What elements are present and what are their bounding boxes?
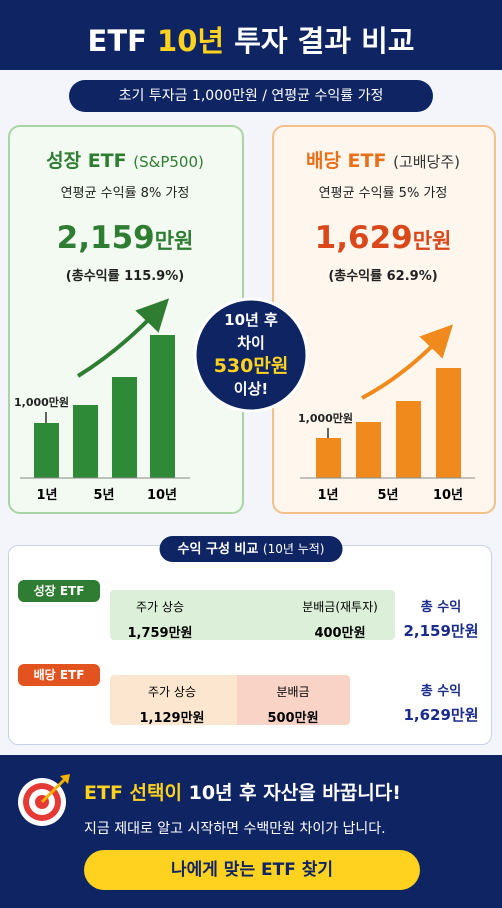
x-label: 5년 [93, 488, 115, 503]
x-label: 10년 [432, 488, 464, 503]
total-value: 2,159만원 [403, 622, 479, 640]
row-label: 배당 ETF [18, 664, 100, 686]
badge-line: 10년 후 [224, 311, 278, 329]
start-label: 1,000만원 [298, 412, 354, 425]
total-value: 1,629만원 [403, 706, 479, 724]
segment-bar [237, 675, 350, 725]
composition-title: 수익 구성 비교 (10년 누적) [159, 536, 343, 562]
dividend-bars [316, 368, 461, 478]
title-note: (10년 누적) [262, 542, 325, 556]
start-label: 1,000만원 [14, 396, 70, 409]
segment-value: 400만원 [314, 626, 366, 641]
amount: 1,629 [314, 220, 413, 256]
subtitle: 초기 투자금 1,000만원 / 연평균 수익률 가정 [69, 80, 433, 112]
footer-subtext: 지금 제대로 알고 시작하면 수백만원 차이가 납니다. [84, 821, 386, 837]
badge-line: 이상! [233, 380, 269, 398]
card-total-return: (총수익률 62.9%) [328, 269, 438, 284]
card-name: 성장 ETF [46, 150, 127, 172]
segment-bar [110, 590, 395, 640]
headline-highlight: ETF 선택이 [84, 782, 182, 804]
card-assumption: 연평균 수익률 8% 가정 [60, 186, 190, 201]
card-amount: 1,629만원 [315, 220, 452, 256]
target-icon [18, 774, 70, 826]
card-total-return: (총수익률 115.9%) [65, 269, 185, 284]
badge-line: 차이 [237, 334, 265, 352]
total-label: 총 수익 [420, 600, 462, 615]
segment-label: 분배금(재투자) [302, 600, 378, 614]
amount: 2,159 [56, 220, 155, 256]
footer-headline: ETF 선택이 10년 후 자산을 바꿉니다! [84, 778, 401, 805]
title-suffix: 투자 결과 비교 [234, 24, 415, 58]
badge-line: 530만원 [213, 355, 289, 377]
headline-rest: 10년 후 자산을 바꿉니다! [188, 782, 401, 804]
x-label: 1년 [317, 488, 339, 503]
segment-value: 1,129만원 [139, 711, 205, 726]
title: ETF 10년 투자 결과 비교 [88, 18, 415, 60]
title-main: 수익 구성 비교 [177, 542, 259, 557]
card-assumption: 연평균 수익률 5% 가정 [318, 186, 448, 201]
x-label: 5년 [377, 488, 399, 503]
x-label: 1년 [36, 488, 58, 503]
row-label: 성장 ETF [18, 580, 100, 602]
card-ticker: (S&P500) [133, 153, 204, 171]
segment-label: 주가 상승 [136, 600, 184, 614]
segment-label: 주가 상승 [148, 685, 196, 699]
segment-bar [110, 675, 237, 725]
unit: 만원 [154, 229, 194, 253]
charts-illustration [20, 297, 475, 479]
segment-value: 500만원 [267, 711, 319, 726]
card-amount: 2,159만원 [57, 220, 194, 256]
badge: 10년 후 차이 530만원 이상! [214, 309, 289, 401]
segment-label: 분배금 [276, 685, 310, 699]
title-prefix: ETF [87, 24, 147, 58]
cta-button[interactable]: 나에게 맞는 ETF 찾기 [84, 850, 420, 890]
title-highlight: 10년 [157, 24, 225, 58]
x-label: 10년 [146, 488, 178, 503]
header [0, 0, 502, 70]
segment-value: 1,759만원 [127, 626, 193, 641]
card-ticker: (고배당주) [393, 153, 461, 171]
growth-bars [34, 335, 175, 478]
total-label: 총 수익 [420, 684, 462, 699]
growth-name: 성장 ETF (S&P500) [46, 146, 204, 173]
unit: 만원 [412, 229, 452, 253]
card-name: 배당 ETF [305, 150, 387, 172]
dividend-name: 배당 ETF (고배당주) [306, 146, 460, 173]
